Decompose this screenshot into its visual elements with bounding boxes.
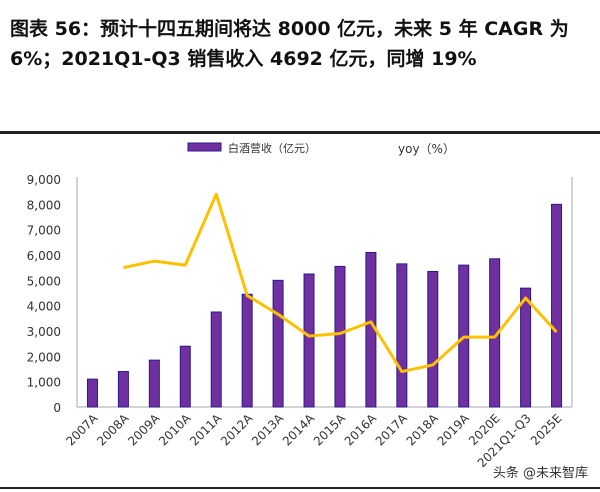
bar (396, 263, 408, 408)
legend-label-bar: 白酒营收（亿元） (228, 141, 316, 155)
y-tick-label: 8,000 (27, 198, 61, 212)
x-tick-label: 2013A (249, 411, 287, 449)
x-tick-label: 2018A (404, 411, 442, 449)
y-tick-label: 0 (53, 401, 61, 415)
y-tick-label: 4,000 (27, 300, 61, 314)
bar (210, 311, 222, 408)
x-tick-label: 2009A (125, 411, 163, 449)
x-tick-label: 2017A (373, 411, 411, 449)
bar (427, 270, 439, 408)
bar (520, 287, 532, 408)
x-tick-label: 2016A (342, 411, 380, 449)
y-tick-label: 3,000 (27, 325, 61, 339)
x-tick-label: 2019A (435, 411, 473, 449)
x-tick-label: 2011A (187, 411, 225, 449)
x-tick-label: 2008A (94, 411, 132, 449)
y-tick-label: 7,000 (27, 224, 61, 238)
x-tick-label: 2012A (218, 411, 256, 449)
legend: 白酒营收（亿元） yoy（%） (187, 141, 455, 156)
top-rule (0, 131, 600, 134)
bar (86, 378, 98, 408)
y-tick-label: 6,000 (27, 249, 61, 263)
bar (272, 279, 284, 408)
y-tick-label: 5,000 (27, 274, 61, 288)
y-tick-label: 2,000 (27, 350, 61, 364)
bar (241, 293, 253, 408)
bar (117, 371, 129, 408)
bottom-rule (0, 487, 600, 489)
bar (334, 265, 346, 408)
y-tick-label: 9,000 (27, 173, 61, 187)
y-tick-label: 1,000 (27, 376, 61, 390)
bar (303, 273, 315, 408)
x-tick-label: 2025E (528, 411, 565, 448)
x-tick-label: 2014A (280, 411, 318, 449)
x-tick-label: 2010A (156, 411, 194, 449)
bar (179, 345, 191, 408)
x-tick-label: 2007A (63, 411, 101, 449)
legend-label-line: yoy（%） (398, 142, 455, 156)
x-tick-label: 2015A (311, 411, 349, 449)
bar (148, 359, 160, 408)
legend-swatch-bar (187, 142, 222, 152)
watermark: 头条 @未来智库 (492, 466, 588, 481)
bar (551, 203, 563, 408)
chart-title: 图表 56：预计十四五期间将达 8000 亿元，未来 5 年 CAGR 为 6%… (10, 18, 569, 70)
